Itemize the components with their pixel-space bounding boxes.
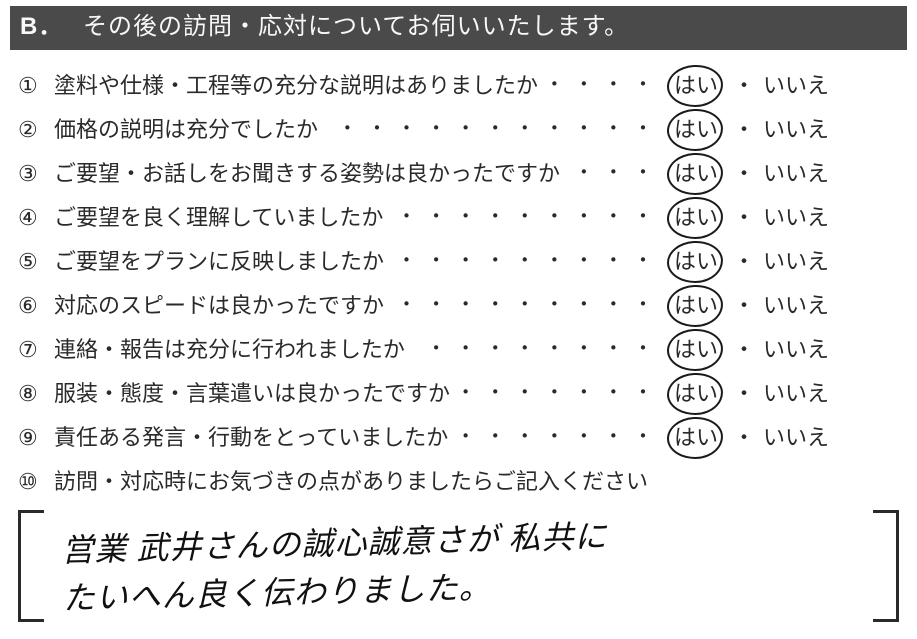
question-number: ⑥: [18, 295, 54, 317]
answer-separator: ・: [731, 427, 757, 449]
answer-no[interactable]: いいえ: [757, 295, 841, 317]
answer-no[interactable]: いいえ: [757, 163, 841, 185]
answer-group: はい・いいえ: [661, 295, 907, 317]
dot-leader: [393, 207, 655, 229]
answer-group: はい・いいえ: [661, 383, 907, 405]
question-row: ⑥対応のスピードは良かったですか はい・いいえ: [10, 284, 907, 328]
question-text: ご要望・お話しをお聞きする姿勢は良かったですか: [54, 163, 560, 185]
answer-yes[interactable]: はい: [661, 251, 731, 273]
answer-yes[interactable]: はい: [661, 207, 731, 229]
answer-yes[interactable]: はい: [661, 427, 731, 449]
section-header-title: その後の訪問・応対についてお伺いいたします。: [83, 10, 629, 44]
answer-separator: ・: [731, 339, 757, 361]
answer-separator: ・: [731, 119, 757, 141]
answer-no[interactable]: いいえ: [757, 427, 841, 449]
question-number: ⑩: [18, 471, 54, 493]
answer-group: はい・いいえ: [661, 163, 907, 185]
answer-yes[interactable]: はい: [661, 339, 731, 361]
answer-separator: ・: [731, 163, 757, 185]
section-header-label: B．: [20, 10, 63, 44]
answer-no[interactable]: いいえ: [757, 251, 841, 273]
bracket-right-icon: [873, 510, 899, 622]
question-row: ⑤ご要望をプランに反映しましたか はい・いいえ: [10, 240, 907, 284]
handwritten-answer: 営業 武井さんの誠心誠意さが 私共に たいへん良く伝わりました。: [61, 505, 856, 622]
answer-separator: ・: [731, 251, 757, 273]
answer-separator: ・: [731, 383, 757, 405]
dot-leader: [415, 339, 655, 361]
answer-yes[interactable]: はい: [661, 295, 731, 317]
dot-leader: [570, 163, 655, 185]
question-row: ①塗料や仕様・工程等の充分な説明はありましたか はい・いいえ: [10, 64, 907, 108]
circle-mark-icon: [666, 151, 724, 196]
question-number: ⑧: [18, 383, 54, 405]
circle-mark-icon: [666, 283, 724, 328]
answer-group: はい・いいえ: [661, 207, 907, 229]
question-row: ⑨責任ある発言・行動をとっていましたか はい・いいえ: [10, 416, 907, 460]
question-row: ⑧服装・態度・言葉遣いは良かったですか はい・いいえ: [10, 372, 907, 416]
question-row: ④ご要望を良く理解していましたか はい・いいえ: [10, 196, 907, 240]
answer-no[interactable]: いいえ: [757, 75, 841, 97]
answer-no[interactable]: いいえ: [757, 119, 841, 141]
question-text: ご要望をプランに反映しましたか: [54, 251, 384, 273]
section-header: B． その後の訪問・応対についてお伺いいたします。: [10, 6, 907, 50]
circle-mark-icon: [666, 327, 724, 372]
dot-leader: [458, 427, 655, 449]
question-number: ④: [18, 207, 54, 229]
answer-yes[interactable]: はい: [661, 75, 731, 97]
circle-mark-icon: [666, 63, 724, 108]
circle-mark-icon: [666, 415, 724, 460]
dot-leader: [394, 251, 655, 273]
question-number: ⑨: [18, 427, 54, 449]
circle-mark-icon: [666, 371, 724, 416]
answer-separator: ・: [731, 75, 757, 97]
dot-leader: [328, 119, 655, 141]
question-number: ②: [18, 119, 54, 141]
answer-group: はい・いいえ: [661, 119, 907, 141]
question-row: ⑦連絡・報告は充分に行われましたか はい・いいえ: [10, 328, 907, 372]
answer-no[interactable]: いいえ: [757, 339, 841, 361]
question-row: ③ご要望・お話しをお聞きする姿勢は良かったですか はい・いいえ: [10, 152, 907, 196]
answer-yes[interactable]: はい: [661, 119, 731, 141]
question-text: 訪問・対応時にお気づきの点がありましたらご記入ください: [54, 471, 648, 493]
answer-group: はい・いいえ: [661, 75, 907, 97]
answer-yes[interactable]: はい: [661, 163, 731, 185]
question-text: 対応のスピードは良かったですか: [54, 295, 384, 317]
answer-separator: ・: [731, 295, 757, 317]
question-text: 価格の説明は充分でしたか: [54, 119, 318, 141]
question-text: ご要望を良く理解していましたか: [54, 207, 383, 229]
answer-group: はい・いいえ: [661, 251, 907, 273]
question-number: ①: [18, 75, 54, 97]
answer-group: はい・いいえ: [661, 427, 907, 449]
question-text: 服装・態度・言葉遣いは良かったですか: [54, 383, 450, 405]
free-answer-box: 営業 武井さんの誠心誠意さが 私共に たいへん良く伝わりました。: [18, 510, 899, 622]
question-text: 連絡・報告は充分に行われましたか: [54, 339, 405, 361]
question-list: ①塗料や仕様・工程等の充分な説明はありましたかはい・いいえ②価格の説明は充分でし…: [10, 64, 907, 460]
circle-mark-icon: [666, 195, 724, 240]
answer-group: はい・いいえ: [661, 339, 907, 361]
question-row: ②価格の説明は充分でしたか はい・いいえ: [10, 108, 907, 152]
question-text: 責任ある発言・行動をとっていましたか: [54, 427, 448, 449]
question-text: 塗料や仕様・工程等の充分な説明はありましたか: [54, 75, 538, 97]
answer-no[interactable]: いいえ: [757, 383, 841, 405]
answer-no[interactable]: いいえ: [757, 207, 841, 229]
dot-leader: [548, 75, 655, 97]
question-number: ③: [18, 163, 54, 185]
dot-leader: [460, 383, 655, 405]
question-number: ⑤: [18, 251, 54, 273]
circle-mark-icon: [666, 107, 724, 152]
dot-leader: [394, 295, 655, 317]
answer-separator: ・: [731, 207, 757, 229]
answer-yes[interactable]: はい: [661, 383, 731, 405]
question-number: ⑦: [18, 339, 54, 361]
bracket-left-icon: [18, 510, 44, 622]
circle-mark-icon: [666, 239, 724, 284]
question-row-final: ⑩ 訪問・対応時にお気づきの点がありましたらご記入ください: [10, 460, 907, 504]
